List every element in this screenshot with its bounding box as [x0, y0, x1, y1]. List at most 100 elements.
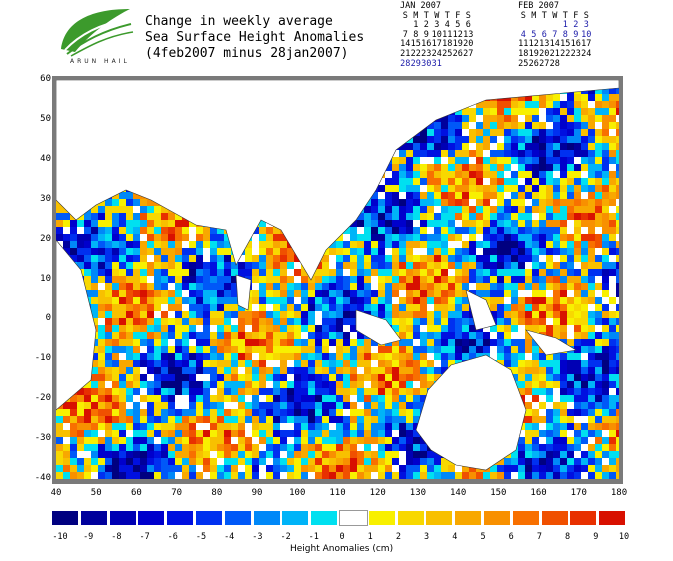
colorbar-swatch: [599, 511, 627, 525]
lon-tick-label: 130: [409, 488, 427, 498]
calendar-day: [560, 60, 571, 70]
lat-tick-label: 20: [40, 233, 51, 244]
calendar-day: 27: [463, 48, 474, 59]
lon-tick-label: 160: [530, 488, 547, 498]
lat-tick-label: 60: [40, 74, 51, 84]
calendar-day: 29: [410, 58, 421, 69]
calendar-day: 21: [549, 48, 560, 59]
calendar-day: 26: [452, 48, 463, 59]
title-line-1: Change in weekly average: [145, 14, 333, 29]
calendar-day: [442, 60, 453, 70]
colorbar-swatch: [339, 510, 368, 526]
calendar-day: 24: [581, 48, 592, 59]
colorbar-label: -6: [167, 532, 178, 542]
colorbar-swatch: [52, 511, 79, 525]
calendar-day: 19: [528, 48, 539, 59]
lat-tick-label: 0: [45, 313, 51, 324]
colorbar-swatch: [196, 511, 223, 525]
lon-tick-label: 140: [450, 488, 467, 498]
calendar-day: 23: [570, 48, 581, 59]
lon-tick-label: 110: [329, 488, 346, 498]
calendar-day: 13: [463, 29, 474, 40]
calendar-day: 15: [410, 39, 421, 50]
calendar-day: 30: [421, 58, 432, 69]
colorbar-label: 7: [536, 532, 542, 542]
colorbar-label: 1: [367, 532, 373, 542]
calendar-day: 19: [452, 39, 463, 50]
calendar-day: 26: [528, 58, 539, 69]
calendar-day: 25: [518, 58, 529, 69]
land-mass: [525, 329, 577, 356]
colorbar-label: 6: [508, 532, 514, 542]
land-mass: [355, 309, 402, 346]
calendar-day: 15: [560, 39, 571, 50]
calendar-day: 10: [581, 29, 592, 40]
map-frame: [52, 76, 623, 484]
calendar-day: 3: [583, 20, 589, 31]
calendar-day: 6: [541, 29, 547, 40]
lat-tick-label: 10: [40, 273, 51, 284]
land-mass: [415, 354, 527, 471]
calendar-day: 31: [431, 58, 442, 69]
calendar-weekday: M: [413, 10, 419, 21]
lon-tick-label: 100: [289, 488, 306, 498]
calendar-day: 9: [423, 29, 429, 40]
colorbar-swatch: [397, 511, 425, 525]
lon-tick-label: 40: [50, 488, 62, 498]
calendar-month-label: FEB 2007: [518, 1, 559, 11]
calendar-weekday: W: [552, 10, 558, 21]
colorbar-label: 2: [395, 532, 401, 542]
sea-surface-height-map: [56, 80, 619, 479]
calendar-day: 4: [520, 29, 526, 40]
calendar-day: 1: [562, 20, 568, 31]
calendar-day: 24: [431, 48, 442, 59]
colorbar-label: 9: [593, 532, 599, 542]
calendar-day: 7: [402, 29, 408, 40]
lon-tick-label: 50: [90, 488, 102, 498]
land-mass: [465, 289, 497, 331]
calendar-day: 17: [581, 39, 592, 50]
calendar-day: 18: [442, 39, 453, 50]
colorbar-swatch: [512, 511, 540, 525]
colorbar-swatch: [282, 511, 310, 525]
calendar-weekday: T: [444, 10, 450, 21]
colorbar-label: -8: [111, 532, 122, 542]
calendar-day: 1: [413, 20, 419, 31]
calendar-weekday: S: [520, 10, 526, 21]
colorbar-label: 0: [339, 532, 345, 542]
calendar-day: 20: [539, 48, 550, 59]
calendar-weekday: W: [434, 10, 440, 21]
calendar-day: 8: [413, 29, 419, 40]
colorbar-swatch: [484, 511, 511, 525]
land-mass: [235, 274, 252, 311]
calendar-day: 23: [421, 48, 432, 59]
calendar-day: [463, 60, 474, 70]
calendar-day: 16: [421, 39, 432, 50]
colorbar-label: -5: [195, 532, 207, 542]
colorbar-swatch: [80, 511, 108, 525]
lat-tick-label: 50: [40, 113, 51, 124]
calendar-day: 27: [539, 58, 550, 69]
calendar-day: 10: [431, 29, 442, 40]
calendar-day: 12: [528, 39, 539, 50]
calendar-day: 17: [431, 39, 442, 50]
colorbar-swatch: [368, 511, 396, 525]
calendar-day: 28: [549, 58, 560, 69]
colorbar-swatch: [109, 511, 137, 525]
calendar-day: 14: [549, 39, 560, 50]
calendar-day: 5: [455, 20, 461, 31]
calendar-day: 13: [539, 39, 550, 50]
calendar-weekday: M: [531, 10, 537, 21]
calendar-day: 28: [400, 58, 411, 69]
calendar-weekday: S: [583, 10, 589, 21]
colorbar-label: 8: [565, 532, 571, 542]
calendar-day: 9: [573, 29, 579, 40]
calendar-day: 11: [442, 29, 453, 40]
colorbar-label: -7: [139, 532, 150, 542]
colorbar-label: 5: [480, 532, 486, 542]
calendar-day: 21: [400, 48, 411, 59]
calendar-weekday: S: [402, 10, 408, 21]
calendar-day: 4: [444, 20, 450, 31]
colorbar-label: 4: [452, 532, 458, 542]
calendar-day: 22: [560, 48, 571, 59]
